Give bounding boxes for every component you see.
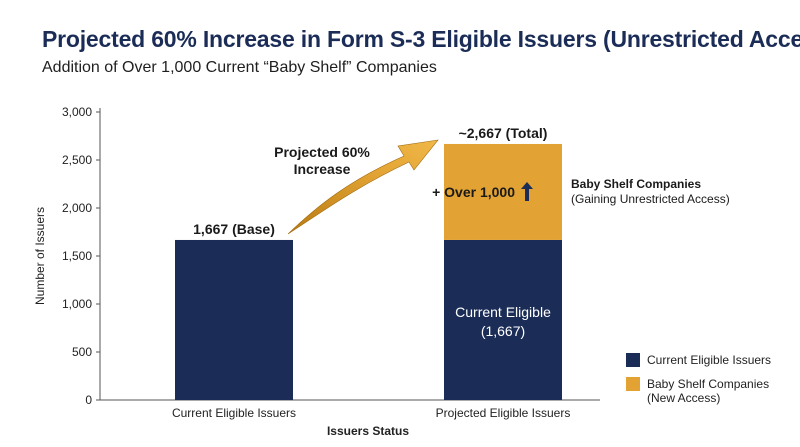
y-tick-label: 2,000 <box>62 201 92 215</box>
bar-segment-current-eligible <box>175 239 293 400</box>
chart-title: Projected 60% Increase in Form S-3 Eligi… <box>42 26 800 52</box>
base-label: 1,667 (Base) <box>193 221 275 237</box>
bar-segment-current-eligible <box>444 239 562 400</box>
x-axis-title: Issuers Status <box>327 424 409 438</box>
legend-swatch <box>626 377 640 391</box>
legend-label: Baby Shelf Companies <box>647 377 769 391</box>
y-tick-label: 2,500 <box>62 153 92 167</box>
projection-arrow-label-line2: Increase <box>294 161 351 177</box>
x-tick-label: Current Eligible Issuers <box>172 406 296 420</box>
y-tick-label: 3,000 <box>62 105 92 119</box>
y-tick-label: 1,500 <box>62 249 92 263</box>
current-eligible-inner-label: Current Eligible <box>455 304 551 320</box>
up-arrow-icon <box>521 181 533 201</box>
projection-arrow-label-line1: Projected 60% <box>274 144 370 160</box>
y-axis-title: Number of Issuers <box>33 207 47 305</box>
y-tick-label: 0 <box>85 393 92 407</box>
legend-label: (New Access) <box>647 391 720 405</box>
y-tick-label: 1,000 <box>62 297 92 311</box>
bar-segment-baby-shelf <box>444 143 562 240</box>
projection-arrow-icon <box>287 139 439 235</box>
baby-shelf-annotation-subtitle: (Gaining Unrestricted Access) <box>571 192 730 206</box>
increment-label: + Over 1,000 <box>432 184 515 200</box>
total-label: ~2,667 (Total) <box>459 125 548 141</box>
legend-label: Current Eligible Issuers <box>647 353 771 367</box>
x-tick-label: Projected Eligible Issuers <box>436 406 571 420</box>
baby-shelf-annotation-title: Baby Shelf Companies <box>571 177 701 191</box>
chart-subtitle: Addition of Over 1,000 Current “Baby She… <box>42 59 437 76</box>
current-eligible-inner-value: (1,667) <box>481 323 525 339</box>
y-tick-label: 500 <box>72 345 92 359</box>
legend-swatch <box>626 353 640 367</box>
